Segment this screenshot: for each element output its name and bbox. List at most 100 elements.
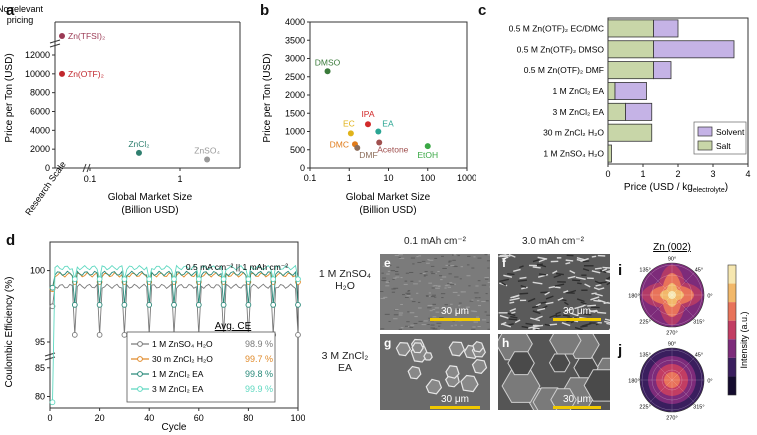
- chart-c-bar: [607, 40, 654, 59]
- chart-d-legend-marker: [137, 356, 143, 362]
- pole-angle-label: 225°: [639, 320, 650, 326]
- chart-a-x-label-2: (Billion USD): [121, 205, 178, 216]
- chart-d-series-marker: [71, 332, 78, 338]
- chart-c-bar: [607, 19, 654, 38]
- chart-b-ytick-label: 3000: [285, 54, 305, 64]
- chart-c-bar: [607, 82, 616, 100]
- chart-d-annotation: 0.5 mA cm⁻² || 1 mAh cm⁻²: [186, 262, 288, 272]
- chart-b-point: [354, 144, 361, 151]
- chart-a: No relevant pricing 0 2000 4000 6000 8000 100…: [0, 4, 241, 217]
- chart-a-ytick-label: 6000: [30, 107, 50, 117]
- chart-b-y-label: Price per Ton (USD): [262, 53, 273, 142]
- chart-b-ytick-label: 1500: [285, 108, 305, 118]
- chart-b-point-label: EC: [343, 118, 355, 128]
- chart-b-ytick-label: 500: [290, 145, 305, 155]
- chart-b: 0 500 1000 1500 2000 2500 3000 3500 4000 0.1 1 10 1…: [262, 17, 476, 216]
- colorbar-segment: [728, 283, 736, 303]
- chart-b-xtick-label: 10: [383, 173, 393, 183]
- chart-d-ytick-label: 100: [30, 266, 45, 276]
- sem-tag-g: g: [384, 336, 392, 350]
- chart-a-xtick-label: 0.1: [84, 174, 97, 184]
- chart-d-legend-avg: 99.8 %: [245, 369, 273, 379]
- chart-d-legend-label: 1 M ZnCl₂ EA: [152, 369, 204, 379]
- chart-a-point: [59, 33, 65, 39]
- chart-d-legend-marker: [137, 386, 143, 392]
- pole-angle-label: 315°: [693, 320, 704, 326]
- chart-d-legend-marker: [137, 341, 143, 347]
- chart-a-ytick-label: 4000: [30, 125, 50, 135]
- chart-c-bar: [653, 40, 735, 59]
- chart-b-xtick-label: 0.1: [304, 173, 317, 183]
- chart-d-series-line: [52, 283, 299, 335]
- chart-d-ytick-label: 95: [35, 337, 45, 347]
- chart-d-xtick-label: 100: [290, 413, 305, 423]
- sem-image-h: h 30 μm: [498, 334, 610, 410]
- chart-c-category-label: 0.5 M Zn(OTF)₂ DMSO: [517, 44, 605, 54]
- chart-d-ytick-label: 85: [35, 363, 45, 373]
- chart-b-point: [324, 68, 331, 75]
- sem-tag-e: e: [384, 256, 391, 270]
- chart-c-bar: [607, 61, 654, 80]
- chart-c-category-label: 1 M ZnSO₄ H₂O: [543, 149, 604, 159]
- colorbar-label: Intensity (a.u.): [739, 311, 749, 368]
- chart-a-x-label-1: Global Market Size: [108, 192, 193, 203]
- chart-a-y-break-label-2: pricing: [7, 15, 34, 25]
- chart-c-category-label: 0.5 M Zn(OTF)₂ DMF: [524, 65, 604, 75]
- chart-a-x-break: [82, 163, 91, 173]
- chart-c-x-label: Price (USD / kgelectrolyte): [624, 182, 728, 194]
- pole-angle-label: 315°: [693, 405, 704, 411]
- chart-b-x-label-2: (Billion USD): [359, 205, 416, 216]
- chart-a-ytick-label: 12000: [25, 50, 50, 60]
- chart-a-point-label: Zn(TFSI)₂: [68, 31, 105, 41]
- sem-row1-label: 1 M ZnSO₄ H₂O: [318, 268, 372, 292]
- chart-d-series-marker: [171, 302, 177, 308]
- chart-b-xtick-label: 100: [420, 173, 435, 183]
- chart-c-legend-label: Solvent: [716, 127, 745, 137]
- chart-a-xtick-label: 1: [177, 174, 182, 184]
- sem-col1-label: 0.1 mAh cm⁻²: [404, 236, 466, 247]
- scale-bar-g: 30 μm: [430, 394, 480, 409]
- chart-c-bar: [607, 102, 626, 121]
- chart-d-series-marker: [270, 276, 277, 282]
- chart-d-series-line: [52, 270, 299, 305]
- chart-d-series-marker: [96, 276, 103, 282]
- chart-d-y-label: Coulombic Efficiency (%): [4, 277, 15, 388]
- chart-d-series-marker: [121, 302, 128, 308]
- chart-c-bar: [607, 144, 612, 163]
- panel-letter-a: a: [6, 2, 15, 19]
- chart-c-xtick-label: 4: [745, 169, 750, 179]
- chart-c-bar: [614, 82, 647, 100]
- chart-a-point: [135, 149, 142, 156]
- sem-tag-f: f: [502, 256, 506, 270]
- chart-d-legend-header: Avg. CE: [215, 321, 252, 332]
- pole-figure-ring: [664, 372, 680, 388]
- chart-b-point: [424, 143, 431, 150]
- sem-image-e: e 30 μm: [380, 254, 490, 330]
- panel-letter-j: j: [618, 342, 623, 359]
- chart-c-bar: [653, 61, 672, 80]
- panel-letter-b: b: [260, 2, 270, 19]
- colorbar-segment: [728, 376, 736, 395]
- chart-c-bar: [625, 102, 653, 121]
- chart-d-xtick-label: 80: [243, 413, 253, 423]
- chart-b-point: [376, 139, 383, 146]
- sem-col2-label: 3.0 mAh cm⁻²: [522, 236, 584, 247]
- sem-tag-h: h: [502, 336, 510, 350]
- chart-d-legend-avg: 98.9 %: [245, 339, 273, 349]
- chart-d-series-marker: [71, 302, 78, 308]
- chart-d: 80 85 95 100 0 20 40 60 80 100 0.5 mA cm⁻² || 1 …: [4, 241, 305, 433]
- chart-c-xtick-label: 2: [675, 169, 680, 179]
- chart-c-legend-swatch: [697, 126, 713, 137]
- colorbar-segment: [728, 320, 736, 340]
- chart-d-ytick-label: 80: [35, 392, 45, 402]
- chart-d-legend-box: [126, 331, 276, 403]
- chart-a-y-label: Price per Ton (USD): [4, 53, 15, 142]
- chart-c: 0.5 M Zn(OTF)₂ EC/DMC 0.5 M Zn(OTF)₂ DMSO…: [509, 17, 751, 194]
- chart-d-series-marker: [220, 276, 227, 282]
- chart-c-xtick-label: 1: [640, 169, 645, 179]
- chart-d-series-marker: [121, 332, 128, 338]
- chart-a-point-label: ZnCl₂: [128, 139, 149, 149]
- scale-bar-e: 30 μm: [430, 306, 480, 321]
- chart-c-legend-swatch: [697, 140, 713, 151]
- pole-angle-label: 135°: [639, 352, 650, 358]
